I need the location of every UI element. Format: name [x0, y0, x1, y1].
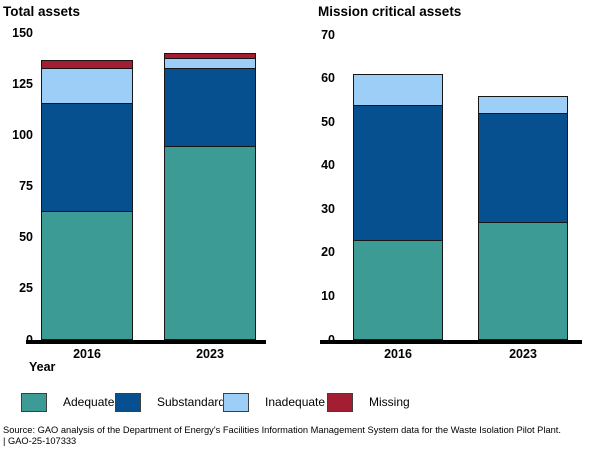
bar-segment-substandard-2016	[41, 102, 133, 213]
bar-segment-inadequate-2016	[41, 67, 133, 104]
y-axis-tick-label: 100	[12, 127, 33, 142]
y-axis-tick-label: 75	[19, 179, 33, 193]
bar-segment-adequate-2023	[478, 222, 568, 340]
x-axis-tick-label: 2016	[73, 347, 101, 361]
x-axis-tick-label: 2023	[509, 347, 537, 361]
source-note: Source: GAO analysis of the Department o…	[3, 425, 599, 447]
bar-segment-adequate-2016	[353, 239, 443, 340]
y-axis-tick-label: 50	[19, 230, 33, 245]
y-axis-tick-label: 10	[321, 288, 335, 303]
y-axis-tick-label: 60	[321, 71, 335, 86]
bar-segment-substandard-2016	[353, 104, 443, 241]
bar-segment-inadequate-2023	[164, 57, 256, 69]
legend-item-substandard: Substandard	[115, 392, 225, 413]
y-axis-tick-label: 150	[12, 25, 33, 40]
bar-segment-inadequate-2016	[353, 74, 443, 106]
source-line-1: Source: GAO analysis of the Department o…	[3, 425, 561, 435]
y-axis-tick-label: 25	[19, 281, 33, 296]
legend: Adequate Substandard Inadequate Missing	[0, 392, 600, 414]
legend-label: Adequate	[63, 395, 115, 409]
bar-segment-substandard-2023	[164, 67, 256, 147]
legend-swatch-missing	[327, 393, 353, 412]
bar-segment-adequate-2016	[41, 211, 133, 340]
y-axis-tick-label: 40	[321, 158, 335, 173]
legend-label: Missing	[369, 395, 410, 409]
bar-segment-missing-2016	[41, 59, 133, 69]
bar-segment-missing-2023	[164, 53, 256, 59]
y-axis-tick-label: 125	[12, 76, 33, 91]
source-line-2: | GAO-25-107333	[3, 436, 77, 446]
y-axis-tick-label: 30	[321, 201, 335, 216]
y-axis-tick-label: 50	[321, 114, 335, 129]
x-axis-tick-label: 2023	[196, 347, 224, 361]
y-axis-tick-label: 0	[295, 333, 335, 347]
legend-swatch-inadequate	[223, 393, 249, 412]
bar-segment-inadequate-2023	[478, 96, 568, 115]
x-axis-tick-label: 2016	[384, 347, 412, 361]
x-axis-title: Year	[29, 360, 56, 374]
y-axis-tick-label: 0	[0, 333, 33, 347]
x-axis-line	[320, 340, 582, 344]
y-axis-tick-label: 70	[321, 27, 335, 42]
legend-label: Inadequate	[265, 395, 326, 409]
x-axis-line	[26, 340, 266, 344]
legend-swatch-adequate	[21, 393, 47, 412]
bar-segment-adequate-2023	[164, 145, 256, 340]
right-chart-title: Mission critical assets	[318, 4, 462, 19]
legend-item-inadequate: Inadequate	[223, 392, 325, 413]
legend-item-missing: Missing	[327, 392, 410, 413]
legend-label: Substandard	[157, 395, 226, 409]
legend-swatch-substandard	[115, 393, 141, 412]
y-axis-tick-label: 20	[321, 245, 335, 260]
bar-segment-substandard-2023	[478, 113, 568, 224]
left-chart-title: Total assets	[3, 4, 81, 19]
legend-item-adequate: Adequate	[21, 392, 114, 413]
